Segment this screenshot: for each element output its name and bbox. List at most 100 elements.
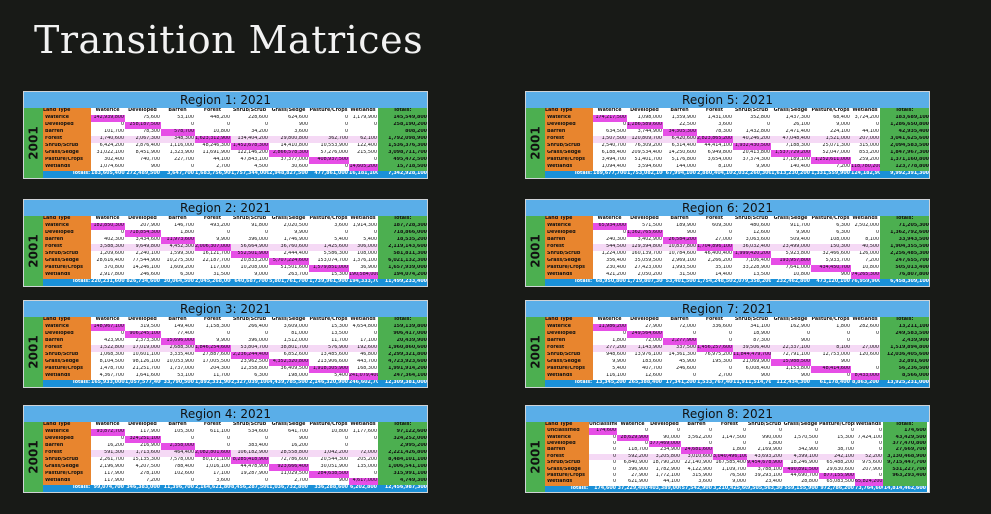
table-cell: 1,918,305,900 bbox=[309, 366, 349, 373]
table-cell: 342,900 bbox=[798, 447, 818, 453]
table-cell: 12,036,405,600 bbox=[880, 352, 929, 359]
column-header: Shrub/Scrub bbox=[231, 216, 269, 223]
table-cell: 36,032,400 bbox=[733, 244, 771, 251]
column-header: Wetlands bbox=[349, 422, 378, 429]
table-cell: 8,451,900 bbox=[135, 150, 160, 155]
table-cell: 21,069,900 bbox=[742, 359, 770, 364]
table-cell: 0 bbox=[814, 428, 818, 434]
table-cell: 72,000 bbox=[679, 324, 696, 329]
column-header: Shrub/Scrub bbox=[733, 108, 771, 115]
table-cell: 249,583,500 bbox=[880, 331, 929, 338]
table-cell: 65,488,200 bbox=[826, 460, 854, 466]
table-cell: 396,900 bbox=[628, 466, 648, 472]
table-cell: 23,400 bbox=[765, 479, 782, 485]
table-cell: 72,791,100 bbox=[782, 352, 810, 357]
table-cell: 1,713,600 bbox=[125, 450, 161, 457]
table-cell: 5,400 bbox=[334, 237, 348, 242]
table-cell: 609,300 bbox=[712, 223, 732, 228]
totals-cell: 2,164,621,800 bbox=[195, 485, 231, 492]
table-cell: 315,991,100 bbox=[378, 471, 427, 478]
table-cell: 108,000 bbox=[357, 251, 377, 256]
totals-cell: 265,388,400 bbox=[627, 380, 663, 387]
column-header: Waterice bbox=[617, 422, 649, 429]
table-cell: 278,100 bbox=[140, 471, 160, 476]
table-cell: 0 bbox=[190, 478, 194, 483]
table-cell: 12,600 bbox=[753, 230, 770, 235]
year-label: 2001 bbox=[24, 108, 43, 178]
table-cell: 396,000 bbox=[248, 237, 268, 242]
column-header: Forest bbox=[195, 317, 231, 324]
table-cell: 159,139,800 bbox=[378, 324, 427, 331]
table-cell: 9,000 bbox=[254, 272, 268, 277]
table-cell: 4,749,300 bbox=[378, 478, 427, 485]
totals-cell: 11,396,700 bbox=[161, 485, 195, 492]
table-cell: 123,778,800 bbox=[880, 164, 929, 171]
table-cell: 15,300 bbox=[837, 434, 854, 440]
table-cell: 1,522,800 bbox=[91, 345, 125, 352]
table-cell: 0 bbox=[692, 331, 696, 336]
table-cell: 407,700 bbox=[642, 366, 662, 371]
table-cell: 377,470,800 bbox=[883, 441, 927, 448]
row-label: Pasture/Crops bbox=[545, 265, 593, 272]
row-label: Developed bbox=[545, 331, 593, 338]
table-cell: 718,854,300 bbox=[125, 230, 161, 237]
column-header: Waterice bbox=[91, 422, 125, 429]
table-cell: 315,900 bbox=[692, 472, 712, 478]
table-cell: 1,006,541,100 bbox=[378, 464, 427, 471]
column-header: Barren bbox=[663, 216, 697, 223]
table-cell: 2,358,000 bbox=[161, 443, 195, 450]
row-label: Unclassified bbox=[545, 428, 589, 435]
region-title: Region 5: 2021 bbox=[526, 92, 929, 108]
table-cell: 28,800 bbox=[801, 479, 818, 485]
table-cell: 1,599,300 bbox=[169, 251, 194, 256]
table-cell: 490,891,500 bbox=[783, 466, 819, 473]
column-header: Forest bbox=[697, 216, 733, 223]
totals-cell: 14,814,462,600 bbox=[883, 485, 927, 492]
table-cell: 9,900 bbox=[294, 230, 308, 235]
table-cell: 877,155,900 bbox=[819, 472, 855, 480]
table-cell: 47,843,100 bbox=[240, 157, 268, 162]
table-cell: 2,700 bbox=[718, 373, 732, 378]
table-cell: 207,000 bbox=[851, 136, 880, 143]
table-cell: 396,000 bbox=[248, 338, 268, 343]
table-cell: 27,900 bbox=[645, 324, 662, 329]
column-header: Developed bbox=[125, 422, 161, 429]
totals-cell: 17,341,200 bbox=[663, 380, 697, 387]
table-cell: 1,179,900 bbox=[352, 115, 377, 120]
year-label: 2001 bbox=[24, 317, 43, 387]
row-label: Forest bbox=[43, 136, 91, 143]
table-cell: 149,400 bbox=[174, 324, 194, 329]
table-cell: 0 bbox=[644, 428, 648, 434]
table-cell: 52,047,000 bbox=[822, 150, 850, 155]
table-cell: 15,300 bbox=[331, 324, 348, 329]
table-cell: 65,934,000 bbox=[593, 223, 627, 230]
totals-cell: 13,925,231,000 bbox=[880, 380, 929, 387]
table-cell: 25,071,300 bbox=[822, 143, 850, 148]
column-header: Totals: bbox=[378, 422, 427, 429]
row-label: Grass/Sedge bbox=[545, 466, 589, 473]
table-cell: 28,616,400 bbox=[96, 258, 124, 263]
table-cell: 0 bbox=[612, 466, 616, 472]
table-cell: 480,600 bbox=[750, 223, 770, 228]
table-cell: 7,188,300 bbox=[785, 143, 810, 148]
table-cell: 1,478,700 bbox=[99, 366, 124, 371]
table-cell: 16,200 bbox=[107, 443, 124, 448]
table-cell: 0 bbox=[708, 441, 712, 447]
table-cell: 167,585,400 bbox=[715, 460, 746, 466]
table-cell: 5,400 bbox=[363, 237, 377, 242]
table-cell: 7,424,100 bbox=[857, 434, 882, 440]
table-cell: 6,188,400 bbox=[601, 150, 626, 155]
table-cell: 30,051,900 bbox=[320, 464, 348, 469]
row-label: Forest bbox=[545, 345, 593, 352]
table-cell: 6,420,600 bbox=[663, 136, 697, 143]
table-cell: 3,562,200 bbox=[687, 434, 712, 440]
table-cell: 10,275,300 bbox=[166, 258, 194, 263]
table-cell: 2,917,800 bbox=[99, 272, 124, 277]
table-cell: 1,371,160,800 bbox=[880, 157, 929, 164]
table-cell: 493,200 bbox=[210, 223, 230, 228]
table-cell: 207,900 bbox=[862, 466, 882, 472]
table-cell: 581,811,300 bbox=[378, 251, 427, 258]
row-label: Shrub/Scrub bbox=[43, 143, 91, 150]
totals-cell: 7,342,928,100 bbox=[378, 171, 427, 178]
row-label: Developed bbox=[43, 436, 91, 443]
